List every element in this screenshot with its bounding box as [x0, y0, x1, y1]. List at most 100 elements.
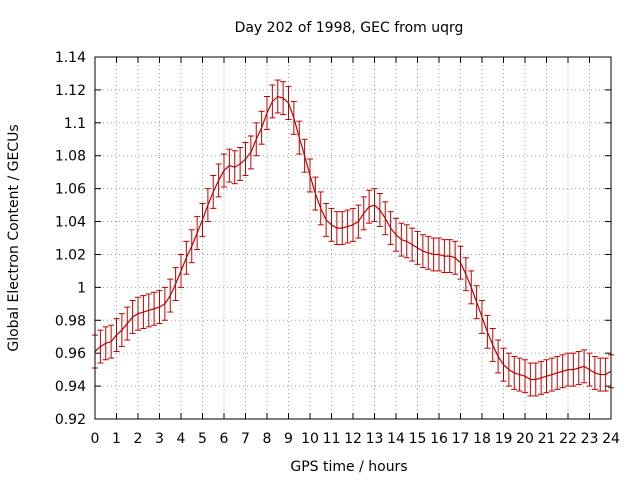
x-tick-label: 9: [284, 431, 293, 447]
y-tick-label: 0.96: [55, 346, 86, 362]
error-bar: [366, 189, 373, 224]
error-bar: [398, 222, 405, 257]
error-bar: [505, 352, 512, 387]
error-bar: [194, 216, 201, 251]
error-bar: [473, 285, 480, 320]
error-bar: [457, 245, 464, 280]
error-bar: [591, 355, 598, 390]
error-bar: [387, 211, 394, 246]
x-tick-label: 23: [581, 431, 599, 447]
error-bar: [312, 176, 319, 211]
error-bar: [280, 81, 287, 116]
chart-title: Day 202 of 1998, GEC from uqrg: [235, 20, 464, 36]
error-bar: [559, 354, 566, 389]
error-bar: [269, 84, 276, 119]
y-tick-label: 1.08: [55, 149, 86, 165]
error-bar: [296, 120, 303, 155]
error-bar: [226, 148, 233, 183]
error-bar: [301, 138, 308, 173]
error-bar: [129, 300, 136, 334]
error-bar: [479, 300, 485, 334]
error-bar: [565, 352, 571, 387]
error-bar: [231, 150, 238, 185]
x-tick-label: 0: [91, 431, 100, 447]
error-bar: [264, 95, 270, 130]
error-bar: [221, 153, 227, 188]
x-tick-label: 3: [155, 431, 164, 447]
error-bar: [108, 324, 115, 359]
y-tick-label: 0.98: [55, 313, 86, 329]
error-bar: [489, 328, 496, 362]
error-bar: [538, 360, 545, 395]
error-bar: [548, 357, 555, 392]
x-tick-label: 21: [538, 431, 556, 447]
error-bar: [199, 202, 206, 237]
error-bar: [113, 318, 120, 353]
y-tick-label: 1.12: [55, 83, 86, 99]
error-bar: [468, 270, 475, 305]
error-bar: [183, 240, 190, 275]
x-tick-label: 13: [366, 431, 384, 447]
error-bar: [414, 230, 421, 265]
error-bar: [419, 234, 426, 269]
error-bar: [290, 100, 297, 135]
error-bar: [581, 349, 588, 384]
x-tick-label: 11: [323, 431, 341, 447]
error-bar: [452, 240, 459, 275]
x-tick-label: 1: [112, 431, 121, 447]
error-bar: [210, 174, 217, 209]
y-tick-label: 1.02: [55, 247, 86, 263]
y-tick-label: 1.06: [55, 182, 86, 198]
error-bar: [484, 314, 491, 349]
error-bar: [188, 229, 195, 264]
error-bar: [161, 286, 168, 321]
x-tick-label: 6: [220, 431, 229, 447]
error-bar: [586, 352, 593, 387]
error-bar: [409, 227, 416, 262]
y-tick-label: 0.92: [55, 412, 86, 428]
error-bar: [118, 313, 125, 348]
error-bar: [258, 110, 265, 145]
y-axis: 0.92 0.94 0.96 0.98 1 1.02 1.04 1.06 1.08 1.1 1.12…: [55, 50, 611, 428]
error-bar: [425, 235, 432, 270]
error-bar: [570, 352, 577, 387]
error-bar: [145, 293, 152, 328]
error-bar: [527, 362, 534, 397]
x-tick-label: 17: [452, 431, 470, 447]
y-tick-label: 1.04: [55, 215, 86, 231]
error-bar: [307, 158, 313, 193]
y-axis-label: Global Electron Content / GECUs: [6, 124, 22, 351]
error-bar: [167, 278, 174, 313]
error-bar: [500, 347, 507, 382]
error-bar: [178, 253, 184, 288]
x-tick-label: 24: [602, 431, 620, 447]
x-axis: 0 1 2 3 4 5 6 7 8 9 10 11 12 13 14 15 16 17 18 19 20 21 22 23 24: [91, 57, 620, 447]
error-bar: [575, 351, 582, 385]
error-bar: [285, 86, 292, 121]
error-bar: [339, 211, 346, 246]
error-bar: [532, 362, 539, 397]
plot-frame: [94, 56, 612, 420]
x-tick-label: 7: [241, 431, 250, 447]
error-bar: [151, 291, 158, 326]
error-bar: [495, 339, 502, 374]
error-bar: [360, 196, 367, 231]
error-bar: [430, 237, 437, 272]
error-bar: [355, 204, 362, 239]
error-bar: [328, 207, 335, 242]
x-tick-label: 16: [430, 431, 448, 447]
error-bar: [253, 122, 260, 157]
x-tick-label: 18: [473, 431, 491, 447]
error-bar: [403, 224, 410, 259]
error-bar: [543, 359, 550, 394]
x-tick-label: 8: [263, 431, 272, 447]
error-bar: [135, 296, 141, 331]
error-bar: [393, 217, 399, 252]
error-bar: [350, 207, 356, 242]
error-bar: [516, 357, 523, 392]
x-tick-label: 15: [409, 431, 427, 447]
x-tick-label: 10: [301, 431, 319, 447]
error-bar: [436, 237, 442, 272]
